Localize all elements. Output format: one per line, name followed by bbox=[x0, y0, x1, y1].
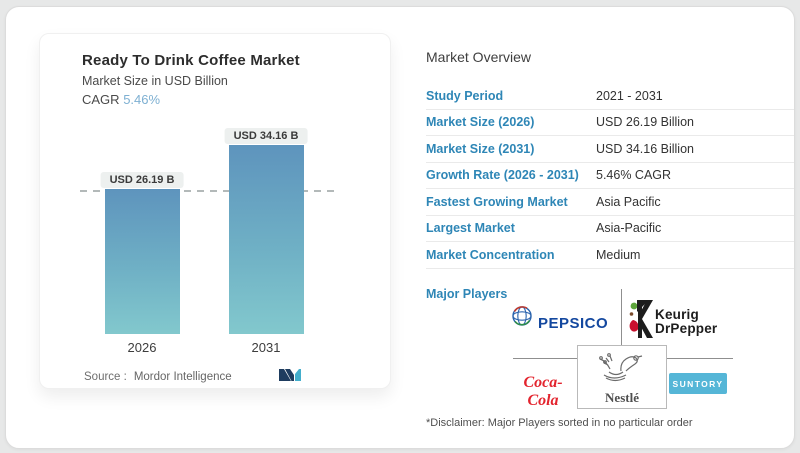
drpepper-line: DrPepper bbox=[655, 320, 718, 336]
table-row: Market Size (2026) USD 26.19 Billion bbox=[426, 110, 794, 136]
table-row: Market Size (2031) USD 34.16 Billion bbox=[426, 136, 794, 163]
row-value: Asia Pacific bbox=[596, 194, 661, 209]
bar-2031 bbox=[229, 145, 304, 334]
x-axis-label-2026: 2026 bbox=[127, 340, 157, 355]
reference-dashed-line bbox=[80, 190, 334, 192]
chart-card: Ready To Drink Coffee Market Market Size… bbox=[39, 33, 391, 389]
pepsico-wordmark: PEPSICO bbox=[538, 315, 609, 332]
logo-divider-vertical bbox=[621, 289, 622, 349]
row-label: Market Concentration bbox=[426, 247, 555, 262]
bar-value-label-2026: USD 26.19 B bbox=[100, 172, 184, 188]
pepsico-globe-icon bbox=[510, 303, 534, 332]
source-line: Source : Mordor Intelligence bbox=[84, 371, 232, 383]
table-row: Market Concentration Medium bbox=[426, 242, 794, 269]
logo-nestle: Nestlé bbox=[577, 345, 667, 409]
row-label: Market Size (2031) bbox=[426, 141, 535, 156]
nestle-wordmark: Nestlé bbox=[605, 389, 639, 405]
table-row: Largest Market Asia-Pacific bbox=[426, 216, 794, 242]
mordor-intelligence-logo-icon bbox=[279, 367, 301, 386]
logo-pepsico: PEPSICO bbox=[510, 303, 608, 332]
logo-coca-cola: Coca-Cola bbox=[523, 374, 563, 409]
row-value: USD 26.19 Billion bbox=[596, 115, 694, 130]
chart-subtitle: Market Size in USD Billion bbox=[82, 74, 228, 88]
table-row: Study Period 2021 - 2031 bbox=[426, 83, 794, 110]
source-label: Source : bbox=[84, 371, 127, 383]
row-value: USD 34.16 Billion bbox=[596, 141, 694, 156]
row-label: Largest Market bbox=[426, 221, 515, 236]
keurig-drpepper-wordmark: Keurig DrPepper bbox=[655, 306, 718, 336]
row-value: 5.46% CAGR bbox=[596, 168, 672, 183]
suntory-wordmark: SUNTORY bbox=[672, 378, 724, 389]
chart-cagr: CAGR 5.46% bbox=[82, 92, 160, 107]
disclaimer-text: *Disclaimer: Major Players sorted in no … bbox=[426, 417, 693, 429]
row-label: Growth Rate (2026 - 2031) bbox=[426, 168, 579, 183]
logo-divider-right bbox=[667, 358, 733, 359]
cagr-value: 5.46% bbox=[123, 92, 161, 107]
report-card: Ready To Drink Coffee Market Market Size… bbox=[5, 6, 795, 449]
bar-value-label-2031: USD 34.16 B bbox=[224, 128, 308, 144]
row-label: Fastest Growing Market bbox=[426, 194, 568, 209]
keurig-drpepper-k-icon bbox=[627, 298, 653, 345]
row-label: Market Size (2026) bbox=[426, 115, 535, 130]
keurig-line: Keurig bbox=[655, 306, 699, 322]
logo-keurig-drpepper: Keurig DrPepper bbox=[627, 298, 717, 345]
table-row: Fastest Growing Market Asia Pacific bbox=[426, 189, 794, 216]
table-row: Growth Rate (2026 - 2031) 5.46% CAGR bbox=[426, 163, 794, 189]
nestle-bird-nest-icon bbox=[596, 349, 648, 392]
cagr-label: CAGR bbox=[82, 92, 120, 107]
overview-table: Study Period 2021 - 2031 Market Size (20… bbox=[426, 83, 794, 269]
source-value: Mordor Intelligence bbox=[133, 371, 232, 383]
logo-suntory: SUNTORY bbox=[669, 373, 727, 394]
row-value: Asia-Pacific bbox=[596, 221, 662, 236]
chart-title: Ready To Drink Coffee Market bbox=[82, 52, 300, 69]
x-axis-label-2031: 2031 bbox=[251, 340, 281, 355]
row-value: 2021 - 2031 bbox=[596, 88, 663, 103]
bar-2026 bbox=[105, 189, 180, 334]
logo-divider-left bbox=[513, 358, 577, 359]
major-players-label: Major Players bbox=[426, 287, 508, 301]
row-value: Medium bbox=[596, 247, 641, 262]
row-label: Study Period bbox=[426, 88, 504, 103]
overview-title: Market Overview bbox=[426, 49, 532, 65]
